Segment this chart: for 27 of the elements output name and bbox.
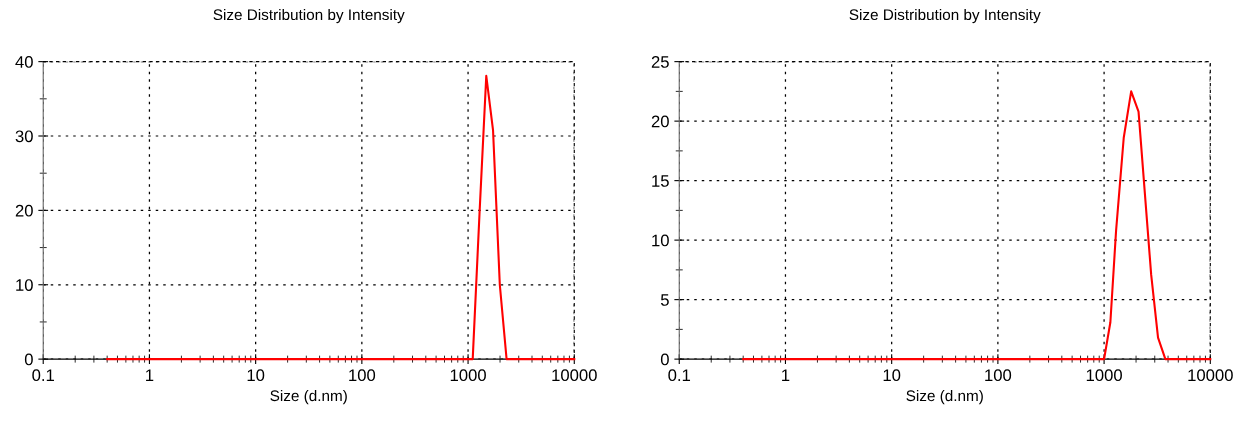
x-tick-label: 1 (782, 369, 790, 381)
y-tick-label: 0 (24, 353, 33, 366)
y-tick-label: 40 (15, 56, 33, 68)
x-tick-label: 10000 (1188, 369, 1233, 382)
x-tick-label: 1000 (1086, 369, 1122, 382)
x-tick-label: 10 (247, 369, 265, 382)
x-tick-label: 10 (883, 369, 901, 382)
y-tick-label: 25 (651, 56, 669, 68)
x-axis-title: Size (d.nm) (906, 389, 983, 405)
y-tick-label: 5 (660, 294, 669, 306)
chart-title: Size Distribution by Intensity (849, 8, 1041, 24)
x-tick-label: 100 (985, 369, 1012, 382)
chart-title: Size Distribution by Intensity (213, 8, 405, 24)
y-tick-label: 20 (15, 204, 33, 217)
x-tick-label: 0.1 (668, 369, 691, 382)
x-tick-label: 1000 (450, 369, 486, 382)
y-tick-label: 10 (652, 234, 669, 247)
y-tick-label: 0 (660, 353, 669, 366)
y-tick-label: 10 (16, 279, 33, 291)
x-tick-label: 10000 (552, 369, 597, 382)
x-tick-label: 100 (349, 369, 376, 382)
y-tick-label: 20 (651, 115, 669, 128)
x-tick-label: 0.1 (32, 369, 54, 382)
y-tick-label: 30 (15, 130, 33, 143)
x-tick-label: 1 (146, 369, 154, 381)
y-tick-label: 15 (652, 175, 669, 187)
x-axis-title: Size (d.nm) (270, 389, 347, 405)
